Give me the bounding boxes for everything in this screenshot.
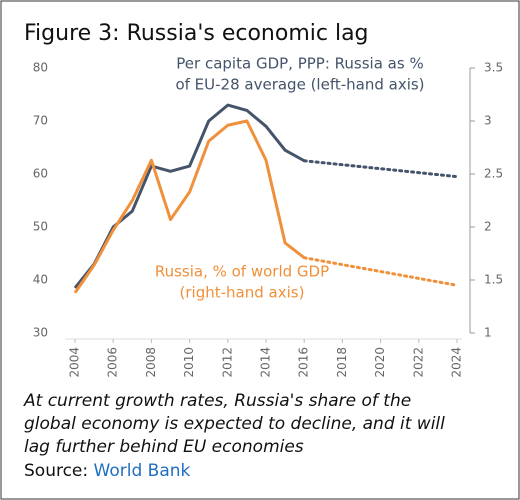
y2-tick-label: 1.5: [484, 273, 503, 287]
x-tick-label: 2022: [411, 347, 425, 378]
x-tick-label: 2012: [220, 347, 234, 378]
x-tick-label: 2008: [144, 347, 158, 378]
y2-tick-label: 3: [484, 114, 492, 128]
x-tick-label: 2016: [297, 347, 311, 378]
line-actual: [73, 103, 305, 289]
x-tick-label: 2004: [68, 347, 82, 378]
caption-line: global economy is expected to decline, a…: [24, 414, 445, 434]
y-tick-label: 60: [33, 167, 48, 181]
line-projection: [302, 256, 459, 287]
y2-tick-label: 3.5: [484, 61, 503, 75]
caption-line: lag further behind EU economies: [24, 437, 304, 457]
series-label: of EU-28 average (left-hand axis): [175, 76, 424, 94]
line-projection: [302, 159, 459, 179]
source-label: Source:: [24, 461, 88, 481]
chart-title: Figure 3: Russia's economic lag: [24, 21, 369, 46]
series-label: (right-hand axis): [180, 284, 305, 302]
series-label: Russia, % of world GDP: [155, 263, 329, 281]
x-tick-label: 2020: [373, 347, 387, 378]
source: Source: World Bank: [24, 461, 191, 481]
y-tick-label: 40: [33, 273, 48, 287]
x-tick-label: 2024: [450, 347, 464, 378]
y-tick-label: 70: [33, 114, 48, 128]
y2-tick-label: 1: [484, 326, 492, 340]
caption-line: At current growth rates, Russia's share …: [23, 391, 411, 411]
series-label: Per capita GDP, PPP: Russia as %: [176, 55, 423, 73]
x-tick-label: 2018: [335, 347, 349, 378]
caption: At current growth rates, Russia's share …: [23, 391, 445, 457]
y2-tick-label: 2.5: [484, 167, 503, 181]
x-tick-label: 2014: [259, 347, 273, 378]
y-tick-label: 30: [33, 326, 48, 340]
source-link[interactable]: World Bank: [94, 461, 191, 481]
y2-tick-label: 2: [484, 220, 492, 234]
y-tick-label: 50: [33, 220, 48, 234]
x-tick-label: 2010: [182, 347, 196, 378]
line-actual: [73, 119, 306, 294]
y-tick-label: 80: [33, 61, 48, 75]
x-tick-label: 2006: [106, 347, 120, 378]
